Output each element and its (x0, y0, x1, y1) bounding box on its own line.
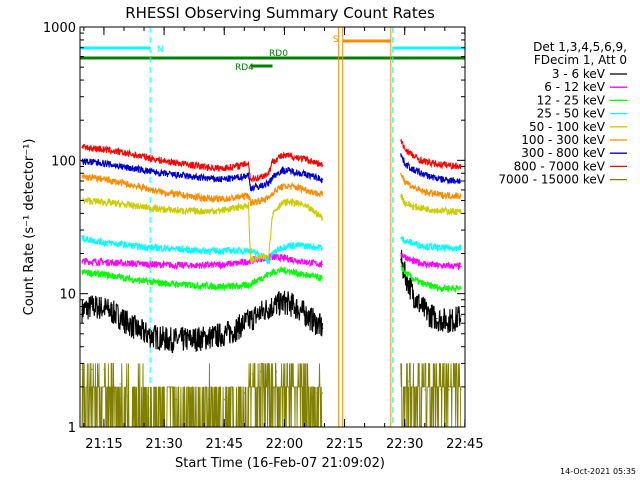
x-tick-label: 22:30 (386, 437, 423, 452)
series-6 (81, 153, 462, 192)
series-4 (81, 193, 462, 263)
data-point (322, 247, 324, 249)
data-point (81, 160, 83, 163)
x-tick-label: 21:45 (206, 437, 243, 452)
x-axis-ticks: 21:15 21:30 21:45 22:00 22:15 22:30 22:45 (83, 27, 484, 452)
series-line (81, 235, 323, 265)
series-line (400, 263, 462, 294)
series-line (400, 362, 462, 428)
series-line (81, 143, 323, 183)
series-line (81, 266, 323, 292)
x-tick-label: 22:45 (446, 437, 483, 452)
x-tick-label: 22:00 (266, 437, 303, 452)
flag-label-s: S (333, 35, 339, 45)
series-1 (81, 252, 462, 271)
x-tick-label: 21:15 (85, 437, 122, 452)
x-tick-label: 22:15 (326, 437, 363, 452)
flag-bars: N S RD0 RD4 (80, 35, 465, 73)
y-tick-label: 1 (68, 421, 76, 436)
data-point (460, 315, 462, 317)
legend: Det 1,3,4,5,6,9,FDecim 1, Att 03 - 6 keV… (498, 40, 627, 187)
x-tick-label: 21:30 (145, 437, 182, 452)
legend-label: 800 - 7000 keV (514, 159, 606, 173)
series-8 (81, 362, 462, 428)
series-line (81, 362, 323, 428)
data-point (424, 389, 426, 391)
x-axis-label: Start Time (16-Feb-07 21:09:02) (175, 456, 385, 471)
legend-header-line: FDecim 1, Att 0 (534, 53, 627, 67)
series-line (81, 173, 323, 206)
timestamp-label: 14-Oct-2021 05:35 (560, 467, 636, 476)
data-point (223, 399, 225, 401)
series-line (400, 235, 462, 253)
series-line (81, 252, 323, 271)
flag-label-rd0: RD0 (269, 49, 288, 59)
legend-label: 3 - 6 keV (552, 67, 606, 81)
data-point (400, 265, 402, 268)
series-0 (81, 249, 462, 354)
data-point (322, 392, 324, 394)
series-line (400, 249, 462, 334)
flag-label-rd4: RD4 (235, 63, 254, 73)
data-point (322, 264, 324, 266)
series-line (400, 138, 462, 171)
data-point (400, 252, 402, 255)
data-point (91, 368, 93, 371)
series-line (400, 193, 462, 217)
y-tick-label: 100 (51, 154, 76, 169)
data-point (322, 277, 324, 280)
series-line (400, 253, 461, 271)
series-line (400, 172, 462, 201)
chart-title: RHESSI Observing Summary Count Rates (125, 4, 435, 22)
legend-label: 12 - 25 keV (537, 93, 606, 107)
legend-label: 7000 - 15000 keV (498, 173, 605, 187)
series-3 (81, 235, 462, 265)
series-7 (81, 138, 462, 183)
series-5 (81, 172, 462, 206)
y-axis-label: Count Rate (s⁻¹ detector⁻¹) (22, 139, 37, 316)
legend-label: 50 - 100 keV (529, 120, 606, 134)
series-line (81, 196, 323, 263)
legend-label: 25 - 50 keV (537, 107, 606, 121)
flag-label-n: N (157, 45, 164, 55)
data-point (448, 389, 450, 391)
legend-header-line: Det 1,3,4,5,6,9, (533, 40, 627, 54)
y-tick-label: 1000 (43, 21, 76, 36)
legend-label: 300 - 800 keV (521, 146, 605, 160)
series-line (81, 158, 323, 192)
series-line (81, 290, 323, 354)
data-point (267, 307, 270, 309)
data-point (119, 383, 121, 385)
data-point (460, 265, 462, 268)
series-line (400, 153, 461, 185)
data-point (436, 318, 438, 320)
plot-frame (79, 26, 466, 428)
y-axis-ticks: 1 10 100 1000 (43, 21, 465, 436)
legend-label: 6 - 12 keV (544, 80, 606, 94)
y-tick-label: 10 (59, 288, 76, 303)
data-point (81, 176, 83, 178)
legend-label: 100 - 300 keV (521, 133, 605, 147)
data-series (81, 138, 462, 428)
series-2 (81, 263, 462, 294)
